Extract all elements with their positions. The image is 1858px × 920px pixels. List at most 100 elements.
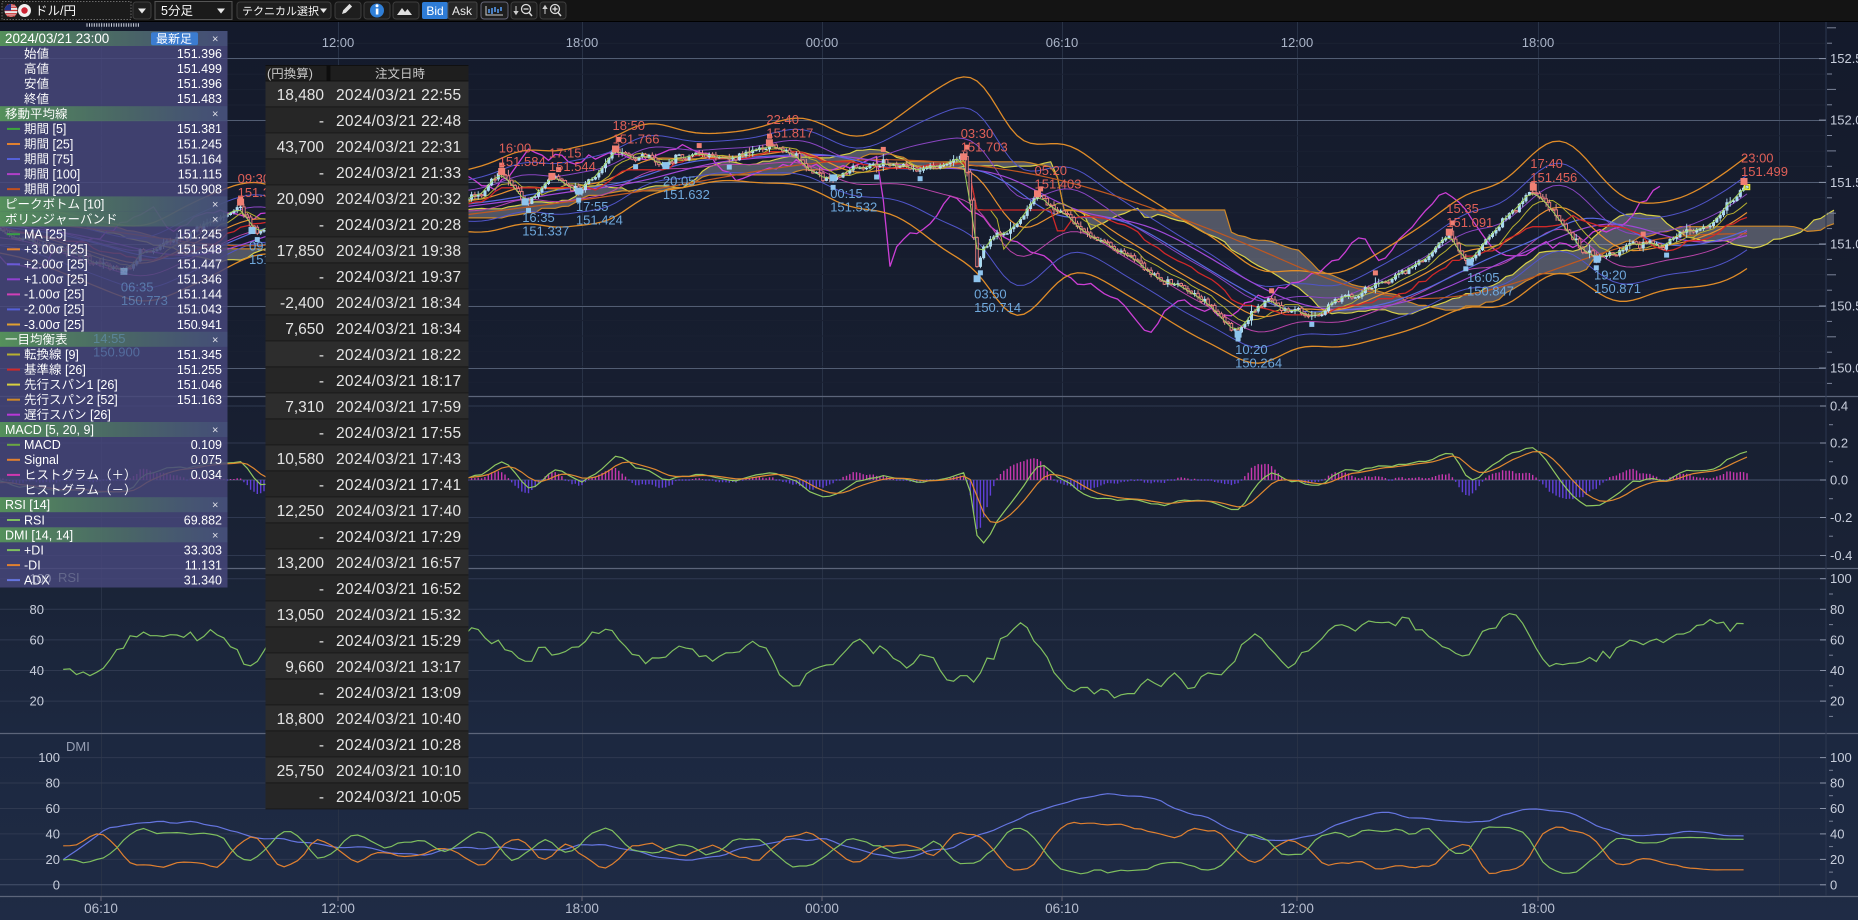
svg-text:20: 20 [30,694,44,709]
svg-text:2024/03/21 23:00: 2024/03/21 23:00 [5,31,109,46]
svg-text:18:50: 18:50 [613,118,646,133]
svg-text:151.0: 151.0 [1830,237,1858,252]
svg-text:2024/03/21 17:29: 2024/03/21 17:29 [336,529,461,546]
svg-text:2024/03/21 22:48: 2024/03/21 22:48 [336,113,461,130]
svg-text:151.5: 151.5 [1830,175,1858,190]
svg-text:-0.4: -0.4 [1830,548,1852,563]
svg-text:-: - [319,737,324,754]
svg-text:0.2: 0.2 [1830,436,1848,451]
svg-text:151.346: 151.346 [177,273,222,287]
svg-text:DMI [14, 14]: DMI [14, 14] [5,528,73,542]
svg-text:2024/03/21 20:28: 2024/03/21 20:28 [336,217,461,234]
svg-text:×: × [212,109,218,121]
svg-text:80: 80 [30,602,44,617]
svg-text:06:10: 06:10 [1045,901,1079,916]
svg-text:7,310: 7,310 [285,399,324,416]
svg-text:18:00: 18:00 [1522,35,1555,50]
svg-text:-: - [319,217,324,234]
svg-text:17,850: 17,850 [277,243,325,260]
svg-text:0.109: 0.109 [191,438,222,452]
svg-text:151.381: 151.381 [177,122,222,136]
svg-text:-: - [319,113,324,130]
svg-text:(: ( [267,67,272,81]
svg-text:+DI: +DI [24,543,44,557]
svg-text:-: - [319,165,324,182]
svg-text:06:10: 06:10 [1046,35,1079,50]
svg-text:ADX: ADX [24,573,50,587]
svg-text:12:00: 12:00 [1280,901,1314,916]
svg-text:5: 5 [161,4,168,18]
svg-text:151.499: 151.499 [1741,164,1788,179]
svg-text:2024/03/21 22:31: 2024/03/21 22:31 [336,139,461,156]
svg-text:40: 40 [46,826,60,841]
svg-text:2024/03/21 15:29: 2024/03/21 15:29 [336,633,461,650]
svg-text:80: 80 [1830,602,1844,617]
svg-text:05:20: 05:20 [1035,163,1068,178]
svg-text:×: × [212,334,218,346]
svg-text:16:00: 16:00 [499,141,532,156]
svg-text:[26]: [26] [87,408,111,422]
svg-text:13,200: 13,200 [277,555,325,572]
svg-text:-: - [319,373,324,390]
svg-text:33.303: 33.303 [184,543,222,557]
svg-text:12,250: 12,250 [277,503,325,520]
svg-text:151.396: 151.396 [177,77,222,91]
svg-text:00:15: 00:15 [830,186,863,201]
svg-text:151.499: 151.499 [177,62,222,76]
svg-text:×: × [212,425,218,437]
svg-text:2024/03/21 17:55: 2024/03/21 17:55 [336,425,461,442]
svg-text:151.245: 151.245 [177,228,222,242]
svg-text:MACD [5, 20, 9]: MACD [5, 20, 9] [5,423,94,437]
svg-text:7,650: 7,650 [285,321,324,338]
svg-text:11.131: 11.131 [185,558,222,572]
svg-text:151.403: 151.403 [1035,177,1082,192]
svg-text:-1.00σ [25]: -1.00σ [25] [24,288,85,302]
svg-text:[25]: [25] [49,137,73,151]
svg-text:152.5: 152.5 [1830,51,1858,66]
svg-text:2024/03/21 10:28: 2024/03/21 10:28 [336,737,461,754]
svg-text:20: 20 [46,852,60,867]
svg-text:150.941: 150.941 [177,318,222,332]
svg-text:150.900: 150.900 [93,345,140,360]
svg-text:-: - [319,529,324,546]
svg-text:-: - [319,269,324,286]
svg-text:2024/03/21 17:43: 2024/03/21 17:43 [336,451,461,468]
svg-text:10:20: 10:20 [1235,342,1268,357]
svg-text:2024/03/21 17:59: 2024/03/21 17:59 [336,399,461,416]
svg-text:2024/03/21 22:55: 2024/03/21 22:55 [336,87,461,104]
svg-text:17:55: 17:55 [576,199,609,214]
svg-text:16:05: 16:05 [1467,270,1500,285]
svg-text:40: 40 [1830,663,1844,678]
svg-text:[100]: [100] [49,167,80,181]
svg-text:151.548: 151.548 [177,243,222,257]
svg-text:151.164: 151.164 [177,152,222,166]
svg-text:-: - [319,685,324,702]
svg-text:152.0: 152.0 [1830,113,1858,128]
svg-text:151.163: 151.163 [177,393,222,407]
svg-text:150.0: 150.0 [1830,361,1858,376]
svg-text:9,660: 9,660 [285,659,324,676]
svg-text:RSI: RSI [58,570,80,585]
svg-text:[75]: [75] [49,152,73,166]
svg-text:[200]: [200] [49,182,80,196]
svg-text:80: 80 [1830,776,1844,791]
svg-text:0.034: 0.034 [191,468,222,482]
svg-text:-: - [319,477,324,494]
svg-text:0: 0 [1830,877,1837,892]
svg-text:151.396: 151.396 [177,47,222,61]
svg-text:[10]: [10] [80,197,104,211]
svg-text:×: × [212,34,218,46]
svg-text:60: 60 [1830,632,1844,647]
svg-text:151.584: 151.584 [499,154,546,169]
svg-text:[5]: [5] [49,122,66,136]
svg-text:31.340: 31.340 [184,573,222,587]
svg-text:69.882: 69.882 [184,513,222,527]
svg-text:151.483: 151.483 [177,92,222,106]
svg-text:151.703: 151.703 [961,140,1008,155]
svg-text:13,050: 13,050 [277,607,325,624]
svg-text:06:35: 06:35 [121,279,154,294]
svg-text:2024/03/21 20:32: 2024/03/21 20:32 [336,191,461,208]
svg-text:17:15: 17:15 [549,145,582,160]
svg-text:150.847: 150.847 [1467,284,1514,299]
svg-text:60: 60 [30,632,44,647]
